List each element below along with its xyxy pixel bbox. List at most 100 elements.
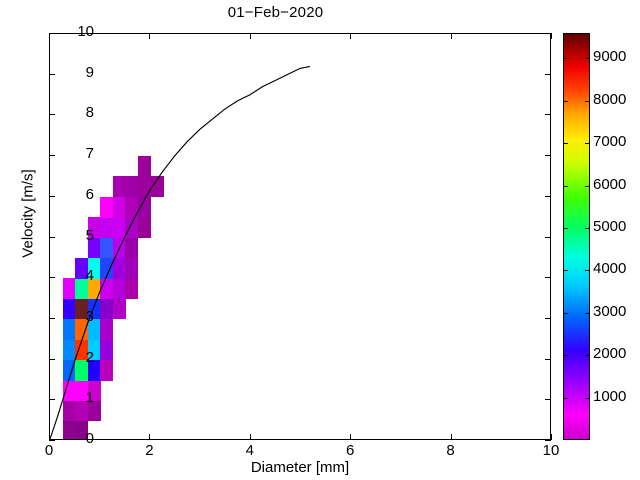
colorbar-tick-label: 7000: [593, 133, 627, 151]
heatmap-cell: [112, 176, 126, 198]
y-tick-mark: [49, 358, 55, 360]
chart-title: 01−Feb−2020: [227, 4, 324, 21]
colorbar-tick-label: 4000: [593, 260, 627, 278]
x-tick-mark-inner: [49, 33, 50, 39]
x-tick-mark: [350, 434, 352, 440]
heatmap-cell: [112, 298, 126, 320]
y-tick-mark-inner: [545, 73, 551, 75]
heatmap-cell: [87, 339, 101, 361]
heatmap-cell: [62, 359, 76, 381]
colorbar-tick-label: 6000: [593, 175, 627, 193]
x-tick-label: 8: [446, 442, 455, 459]
heatmap-cell: [75, 379, 89, 401]
colorbar-tick-mark: [585, 100, 590, 102]
heatmap-cell: [125, 237, 139, 259]
x-tick-mark: [551, 434, 552, 440]
colorbar-tick-mark: [585, 228, 590, 230]
heatmap-cell: [137, 156, 151, 178]
heatmap-cell: [75, 339, 89, 361]
heatmap-cell: [87, 278, 101, 300]
y-tick-label: 4: [85, 267, 94, 285]
y-tick-label: 5: [85, 226, 94, 244]
y-tick-mark-inner: [545, 155, 551, 157]
colorbar-tick-mark: [563, 228, 568, 230]
heatmap-cell: [125, 176, 139, 198]
heatmap-cell: [125, 278, 139, 300]
y-tick-mark: [49, 33, 55, 34]
x-tick-mark-inner: [350, 33, 352, 39]
y-tick-label: 1: [85, 389, 94, 407]
y-tick-mark: [49, 440, 55, 441]
heatmap-cell: [112, 257, 126, 279]
colorbar-gradient: [564, 34, 589, 439]
y-tick-label: 9: [85, 63, 94, 81]
x-axis-title: Diameter [mm]: [250, 459, 350, 476]
heatmap-cell: [100, 237, 114, 259]
y-tick-mark: [49, 317, 55, 319]
heatmap-cell: [150, 176, 164, 198]
colorbar-tick-label: 3000: [593, 302, 627, 320]
y-tick-mark-inner: [545, 399, 551, 401]
heatmap-cell: [75, 400, 89, 422]
heatmap-cell: [87, 217, 101, 239]
heatmap-cell: [75, 420, 89, 439]
colorbar-tick-mark: [585, 312, 590, 314]
heatmap-cell: [112, 217, 126, 239]
colorbar-tick-mark: [585, 270, 590, 272]
colorbar-tick-mark: [563, 185, 568, 187]
heatmap-cell: [87, 318, 101, 340]
heatmap-cell: [125, 196, 139, 218]
heatmap-cell: [62, 420, 76, 439]
x-tick-label: 4: [245, 442, 254, 459]
heatmap-cell: [87, 359, 101, 381]
y-tick-mark-inner: [545, 114, 551, 116]
heatmap-cell: [100, 298, 114, 320]
y-tick-mark-inner: [545, 277, 551, 279]
y-tick-label: 7: [85, 145, 94, 163]
heatmap-cell: [100, 196, 114, 218]
x-tick-mark: [450, 434, 452, 440]
colorbar-tick-mark: [585, 143, 590, 145]
plot-area[interactable]: [49, 33, 551, 440]
colorbar-tick-mark: [563, 143, 568, 145]
x-tick-mark: [49, 434, 50, 440]
y-tick-label: 10: [77, 23, 94, 40]
heatmap-cell: [62, 318, 76, 340]
colorbar-tick-label: 8000: [593, 90, 627, 108]
x-tick-mark-inner: [149, 33, 151, 39]
heatmap-cell: [112, 278, 126, 300]
x-tick-label: 2: [145, 442, 154, 459]
colorbar-tick-label: 2000: [593, 345, 627, 363]
heatmap-cell: [112, 196, 126, 218]
heatmap-cell: [100, 257, 114, 279]
colorbar[interactable]: [563, 33, 590, 440]
heatmap-cell: [75, 257, 89, 279]
x-tick-mark: [149, 434, 151, 440]
y-tick-mark: [49, 399, 55, 401]
y-tick-mark: [49, 73, 55, 75]
heatmap-cell: [62, 400, 76, 422]
x-tick-mark-inner: [551, 33, 552, 39]
colorbar-tick-label: 1000: [593, 387, 627, 405]
y-tick-label: 3: [85, 307, 94, 325]
y-tick-mark-inner: [545, 317, 551, 319]
heatmap-cell: [100, 318, 114, 340]
heatmap-cell: [75, 278, 89, 300]
x-tick-label: 0: [44, 442, 54, 459]
heatmap-cell: [62, 278, 76, 300]
x-tick-label: 10: [542, 442, 560, 459]
heatmap-cell: [75, 298, 89, 320]
colorbar-tick-mark: [563, 397, 568, 399]
heatmap-cell: [137, 217, 151, 239]
y-tick-mark: [49, 114, 55, 116]
y-tick-label: 6: [85, 185, 94, 203]
colorbar-tick-mark: [563, 58, 568, 60]
y-tick-label: 2: [85, 348, 94, 366]
y-tick-mark: [49, 195, 55, 197]
x-tick-label: 6: [346, 442, 355, 459]
heatmap-cell: [87, 379, 101, 401]
heatmap-cell: [137, 196, 151, 218]
terminal-velocity-curve: [50, 66, 310, 439]
heatmap-cell: [75, 318, 89, 340]
heatmap-cell: [87, 237, 101, 259]
